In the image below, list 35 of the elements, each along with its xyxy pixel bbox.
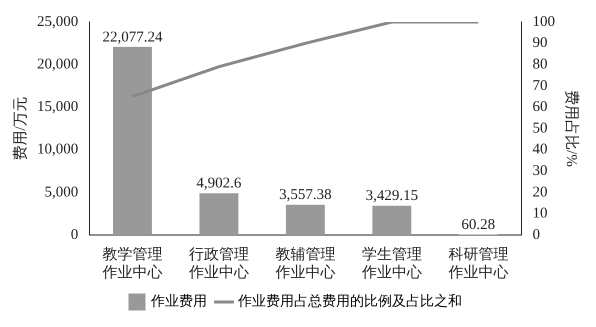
x-tick-label: 教辅管理作业中心 <box>274 246 336 281</box>
y2-axis-title: 费用占比/% <box>563 90 580 167</box>
y2-tick-label: 90 <box>532 35 548 52</box>
data-label: 60.28 <box>461 216 496 233</box>
y2-tick-label: 0 <box>532 226 540 243</box>
y-tick-label: 25,000 <box>37 14 78 30</box>
bar <box>286 204 325 235</box>
y-tick-label: 10,000 <box>37 142 78 158</box>
data-label: 22,077.24 <box>102 29 163 46</box>
y-tick-label: 5,000 <box>44 184 78 200</box>
bar <box>199 193 238 235</box>
y2-tick-label: 60 <box>532 99 548 116</box>
x-tick-label: 科研管理作业中心 <box>447 246 508 281</box>
y-tick-label: 20,000 <box>37 56 78 73</box>
y2-tick-label: 10 <box>532 206 548 222</box>
y2-tick-label: 50 <box>532 120 548 136</box>
y2-tick-label: 80 <box>532 56 548 73</box>
bar <box>113 46 152 235</box>
data-label: 3,429.15 <box>366 188 418 204</box>
x-tick-label: 学生管理作业中心 <box>360 246 422 281</box>
y-axis-title: 费用/万元 <box>12 96 29 161</box>
data-label: 4,902.6 <box>196 176 242 192</box>
legend-label: 作业费用占总费用的比例及占比之和 <box>237 294 462 310</box>
y2-tick-label: 20 <box>532 184 548 200</box>
y2-tick-label: 40 <box>532 142 548 158</box>
x-tick-label: 行政管理作业中心 <box>188 246 249 281</box>
legend-label: 作业费用 <box>150 294 207 310</box>
y-tick-label: 0 <box>70 226 78 243</box>
y2-tick-label: 100 <box>532 14 555 30</box>
x-tick-label: 教学管理作业中心 <box>101 246 162 281</box>
bar <box>372 206 412 235</box>
y-tick-label: 15,000 <box>37 99 78 116</box>
data-label: 3,557.38 <box>279 187 332 204</box>
y2-tick-label: 30 <box>532 163 548 180</box>
y2-tick-label: 70 <box>532 78 548 94</box>
